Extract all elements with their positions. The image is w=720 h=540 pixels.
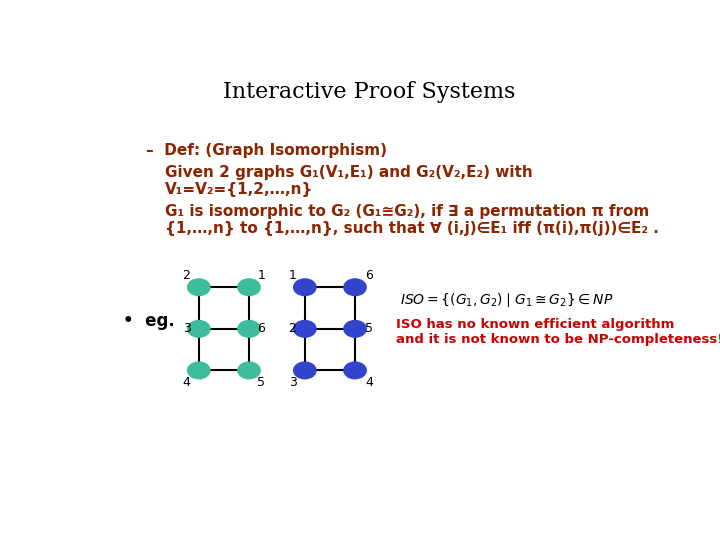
Circle shape (294, 279, 316, 295)
Text: Interactive Proof Systems: Interactive Proof Systems (222, 81, 516, 103)
Text: 6: 6 (365, 269, 373, 282)
Text: 2: 2 (289, 322, 297, 335)
Text: 3: 3 (183, 322, 191, 335)
Circle shape (294, 321, 316, 337)
Text: 1: 1 (257, 269, 265, 282)
Text: 4: 4 (365, 375, 373, 389)
Circle shape (238, 362, 260, 379)
Text: 3: 3 (289, 375, 297, 389)
Text: 1: 1 (289, 269, 297, 282)
Text: and it is not known to be NP-completeness!: and it is not known to be NP-completenes… (396, 333, 720, 346)
Circle shape (238, 279, 260, 295)
Text: 5: 5 (365, 322, 373, 335)
Circle shape (344, 321, 366, 337)
Circle shape (188, 321, 210, 337)
Text: 5: 5 (257, 375, 265, 389)
Text: •  eg.: • eg. (124, 312, 175, 329)
Text: $ISO = \{ (G_1, G_2) \mid G_1 \cong G_2 \} \in NP$: $ISO = \{ (G_1, G_2) \mid G_1 \cong G_2 … (400, 291, 613, 309)
Text: Given 2 graphs G₁(V₁,E₁) and G₂(V₂,E₂) with: Given 2 graphs G₁(V₁,E₁) and G₂(V₂,E₂) w… (166, 165, 533, 180)
Text: 2: 2 (183, 269, 191, 282)
Text: –  Def: (Graph Isomorphism): – Def: (Graph Isomorphism) (145, 143, 387, 158)
Circle shape (294, 362, 316, 379)
Circle shape (188, 279, 210, 295)
Circle shape (238, 321, 260, 337)
Circle shape (344, 362, 366, 379)
Text: 4: 4 (183, 375, 191, 389)
Text: ISO has no known efficient algorithm: ISO has no known efficient algorithm (396, 318, 674, 331)
Text: {1,…,n} to {1,…,n}, such that ∀ (i,j)∈E₁ iff (π(i),π(j))∈E₂ .: {1,…,n} to {1,…,n}, such that ∀ (i,j)∈E₁… (166, 221, 660, 236)
Text: V₁=V₂={1,2,…,n}: V₁=V₂={1,2,…,n} (166, 182, 314, 197)
Text: 6: 6 (257, 322, 265, 335)
Circle shape (188, 362, 210, 379)
Circle shape (344, 279, 366, 295)
Text: G₁ is isomorphic to G₂ (G₁≅G₂), if ∃ a permutation π from: G₁ is isomorphic to G₂ (G₁≅G₂), if ∃ a p… (166, 204, 649, 219)
